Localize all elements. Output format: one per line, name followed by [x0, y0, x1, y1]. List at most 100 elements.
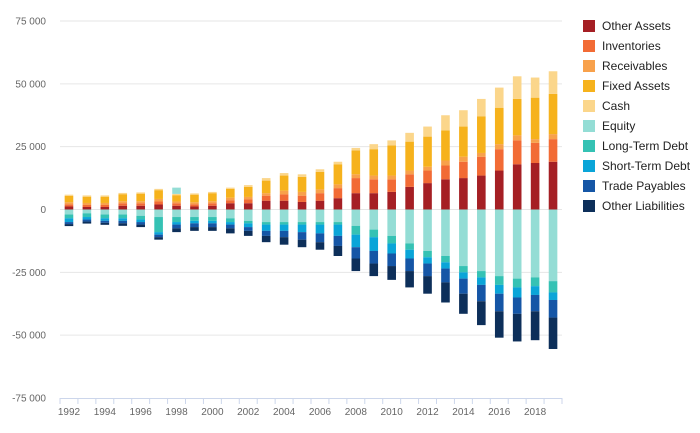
bar-segment-short-term-debt-2007[interactable]: [333, 224, 343, 236]
bar-segment-receivables-2015[interactable]: [477, 152, 486, 157]
bar-segment-long-term-debt-2011[interactable]: [405, 243, 414, 250]
bar-segment-cash-2004[interactable]: [279, 173, 289, 176]
bar-segment-short-term-debt-2017[interactable]: [512, 287, 522, 298]
bar-segment-cash-2017[interactable]: [512, 76, 522, 99]
bar-segment-receivables-1992[interactable]: [64, 202, 74, 205]
legend-item-receivables[interactable]: Receivables: [583, 56, 690, 76]
bar-segment-cash-1997[interactable]: [154, 188, 163, 191]
bar-segment-other-liabilities-2012[interactable]: [423, 276, 432, 294]
bar-segment-other-assets-2018[interactable]: [530, 163, 540, 210]
bar-segment-cash-1992[interactable]: [64, 194, 74, 196]
bar-segment-other-assets-1999[interactable]: [190, 206, 199, 210]
bar-segment-cash-1994[interactable]: [100, 195, 110, 197]
bar-segment-long-term-debt-2012[interactable]: [423, 250, 432, 258]
bar-segment-inventories-2008[interactable]: [351, 178, 361, 194]
bar-segment-long-term-debt-1996[interactable]: [136, 215, 145, 220]
bar-segment-equity-2009[interactable]: [369, 209, 379, 230]
bar-segment-other-liabilities-2001[interactable]: [226, 228, 235, 234]
bar-segment-other-assets-2004[interactable]: [279, 200, 289, 210]
bar-segment-equity-1999[interactable]: [190, 209, 199, 218]
bar-segment-fixed-assets-2016[interactable]: [494, 107, 504, 145]
bar-segment-equity-2008[interactable]: [351, 209, 361, 226]
bar-segment-short-term-debt-2010[interactable]: [387, 243, 396, 254]
bar-segment-fixed-assets-2009[interactable]: [369, 149, 379, 176]
bar-segment-other-assets-2005[interactable]: [297, 201, 307, 210]
bar-segment-short-term-debt-2019[interactable]: [548, 292, 558, 300]
bar-segment-long-term-debt-2007[interactable]: [333, 222, 343, 225]
bar-segment-short-term-debt-1994[interactable]: [100, 218, 110, 221]
bar-segment-inventories-2014[interactable]: [459, 161, 468, 179]
bar-segment-inventories-1993[interactable]: [82, 204, 92, 207]
bar-segment-trade-payables-2009[interactable]: [369, 250, 379, 264]
bar-segment-other-liabilities-2014[interactable]: [459, 293, 468, 314]
bar-segment-other-liabilities-2006[interactable]: [315, 242, 325, 250]
bar-segment-trade-payables-2003[interactable]: [261, 230, 271, 236]
bar-segment-fixed-assets-2018[interactable]: [530, 97, 540, 140]
bar-segment-trade-payables-1998[interactable]: [172, 224, 181, 229]
bar-segment-inventories-2001[interactable]: [226, 200, 235, 204]
bar-segment-equity-2004[interactable]: [279, 209, 289, 223]
bar-segment-trade-payables-2008[interactable]: [351, 247, 361, 259]
bar-segment-inventories-1996[interactable]: [136, 203, 145, 206]
bar-segment-long-term-debt-2008[interactable]: [351, 225, 361, 235]
legend-item-equity[interactable]: Equity: [583, 116, 690, 136]
bar-segment-long-term-debt-2002[interactable]: [243, 220, 253, 224]
bar-segment-long-term-debt-2005[interactable]: [297, 222, 307, 225]
legend-item-long-term-debt[interactable]: Long-Term Debt: [583, 136, 690, 156]
bar-segment-short-term-debt-2000[interactable]: [208, 220, 217, 224]
legend-item-fixed-assets[interactable]: Fixed Assets: [583, 76, 690, 96]
bar-segment-receivables-2000[interactable]: [208, 201, 217, 204]
bar-segment-fixed-assets-1997[interactable]: [154, 190, 163, 199]
bar-segment-trade-payables-1992[interactable]: [64, 222, 74, 225]
legend-item-other-liabilities[interactable]: Other Liabilities: [583, 196, 690, 216]
bar-segment-trade-payables-2019[interactable]: [548, 299, 558, 318]
bar-segment-cash-2012[interactable]: [423, 126, 432, 137]
bar-segment-inventories-2009[interactable]: [369, 179, 379, 194]
bar-segment-inventories-1997[interactable]: [154, 201, 163, 205]
bar-segment-fixed-assets-2001[interactable]: [226, 188, 235, 198]
bar-segment-short-term-debt-2014[interactable]: [459, 272, 468, 279]
bar-segment-trade-payables-2002[interactable]: [243, 227, 253, 231]
bar-segment-short-term-debt-2016[interactable]: [494, 284, 504, 294]
bar-segment-cash-2002[interactable]: [243, 185, 253, 187]
bar-segment-equity-2012[interactable]: [423, 209, 432, 251]
bar-segment-other-liabilities-2000[interactable]: [208, 227, 217, 231]
bar-segment-receivables-2010[interactable]: [387, 175, 396, 180]
bar-segment-other-liabilities-2013[interactable]: [441, 282, 450, 303]
bar-segment-other-liabilities-2008[interactable]: [351, 258, 361, 272]
bar-segment-trade-payables-1993[interactable]: [82, 219, 92, 222]
bar-segment-other-assets-1994[interactable]: [100, 206, 110, 210]
bar-segment-other-liabilities-2017[interactable]: [512, 313, 522, 342]
bar-segment-equity-1993[interactable]: [82, 209, 92, 214]
bar-segment-trade-payables-2010[interactable]: [387, 253, 396, 267]
bar-segment-short-term-debt-1995[interactable]: [118, 218, 128, 221]
bar-segment-receivables-2017[interactable]: [512, 135, 522, 141]
bar-segment-receivables-1997[interactable]: [154, 198, 163, 202]
bar-segment-cash-2006[interactable]: [315, 169, 325, 172]
bar-segment-inventories-2018[interactable]: [530, 142, 540, 164]
bar-segment-receivables-2018[interactable]: [530, 139, 540, 143]
bar-segment-fixed-assets-1995[interactable]: [118, 194, 128, 202]
bar-segment-receivables-2019[interactable]: [548, 134, 558, 140]
bar-segment-inventories-1995[interactable]: [118, 203, 128, 206]
bar-segment-short-term-debt-1993[interactable]: [82, 217, 92, 220]
bar-segment-other-liabilities-2018[interactable]: [530, 311, 540, 341]
bar-segment-short-term-debt-2001[interactable]: [226, 222, 235, 225]
bar-segment-trade-payables-2006[interactable]: [315, 233, 325, 243]
bar-segment-equity-2013[interactable]: [441, 209, 450, 256]
bar-segment-equity-2001[interactable]: [226, 209, 235, 219]
bar-segment-trade-payables-2007[interactable]: [333, 235, 343, 246]
bar-segment-inventories-1992[interactable]: [64, 204, 74, 207]
bar-segment-inventories-2015[interactable]: [477, 156, 486, 176]
bar-segment-other-liabilities-2019[interactable]: [548, 317, 558, 349]
bar-segment-other-assets-2003[interactable]: [261, 200, 271, 210]
bar-segment-cash-2016[interactable]: [494, 87, 504, 108]
bar-segment-long-term-debt-2000[interactable]: [208, 217, 217, 221]
bar-segment-inventories-2012[interactable]: [423, 170, 432, 184]
bar-segment-receivables-2013[interactable]: [441, 160, 450, 166]
bar-segment-long-term-debt-1995[interactable]: [118, 214, 128, 219]
bar-segment-inventories-1999[interactable]: [190, 204, 199, 207]
bar-segment-other-liabilities-1993[interactable]: [82, 221, 92, 224]
bar-segment-short-term-debt-2008[interactable]: [351, 234, 361, 248]
bar-segment-other-assets-1997[interactable]: [154, 204, 163, 210]
